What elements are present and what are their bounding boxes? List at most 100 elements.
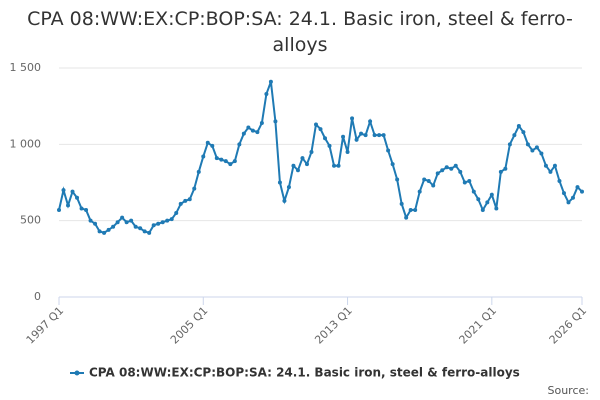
data-point <box>169 217 174 222</box>
data-point <box>507 142 512 147</box>
x-tick-label: 2005 Q1 <box>168 304 211 347</box>
data-point <box>210 143 215 148</box>
data-point <box>525 142 530 147</box>
data-point <box>449 166 454 171</box>
data-point <box>120 215 125 220</box>
data-point <box>404 215 409 220</box>
data-point <box>237 142 242 147</box>
data-point <box>408 207 413 212</box>
data-point <box>341 134 346 139</box>
data-point <box>66 203 71 208</box>
data-point <box>196 169 201 174</box>
y-tick-label: 1 000 <box>10 137 42 150</box>
data-point <box>102 230 107 235</box>
data-point <box>395 177 400 182</box>
data-point <box>205 140 210 145</box>
data-point <box>300 156 305 161</box>
data-point <box>440 168 445 173</box>
data-point <box>372 133 377 138</box>
data-point <box>476 197 481 202</box>
data-point <box>106 227 111 232</box>
data-point <box>79 206 84 211</box>
data-point <box>295 168 300 173</box>
data-point <box>426 178 431 183</box>
data-point <box>250 128 255 133</box>
data-point <box>57 207 61 212</box>
data-point <box>516 124 521 129</box>
data-point <box>552 163 557 168</box>
data-point <box>273 119 278 124</box>
data-point <box>332 163 337 168</box>
data-point <box>413 207 418 212</box>
series-line <box>58 81 583 235</box>
data-point <box>241 131 246 136</box>
data-point <box>214 156 219 161</box>
data-point <box>259 120 264 125</box>
data-point <box>178 201 183 206</box>
data-point <box>318 127 323 132</box>
data-point <box>575 185 580 190</box>
data-point <box>471 189 476 194</box>
data-point <box>350 116 355 121</box>
data-point <box>399 201 404 206</box>
data-point <box>115 220 120 225</box>
data-point <box>309 149 314 154</box>
data-point <box>480 207 485 212</box>
y-tick-label: 1 500 <box>10 61 42 74</box>
data-point <box>174 211 179 216</box>
data-point <box>183 198 188 203</box>
data-point <box>268 79 273 84</box>
data-point <box>129 218 134 223</box>
data-point <box>165 218 170 223</box>
data-point <box>498 169 503 174</box>
data-point <box>313 122 318 127</box>
data-point <box>61 188 66 193</box>
data-point <box>246 125 251 130</box>
data-point <box>534 145 539 150</box>
data-point <box>381 133 386 138</box>
data-point <box>70 189 75 194</box>
y-tick-label: 0 <box>34 290 41 303</box>
data-point <box>570 195 575 200</box>
data-point <box>494 206 499 211</box>
data-point <box>151 223 156 228</box>
data-point <box>336 163 341 168</box>
data-point <box>444 165 449 170</box>
data-point <box>435 171 440 176</box>
data-point <box>282 198 287 203</box>
data-point <box>561 191 566 196</box>
data-point <box>75 195 80 200</box>
data-point <box>566 200 571 205</box>
data-point <box>323 136 328 141</box>
data-point <box>363 133 368 138</box>
data-point <box>530 148 535 153</box>
data-point <box>160 220 165 225</box>
data-point <box>223 159 228 164</box>
data-point <box>453 163 458 168</box>
x-tick-label: 2026 Q1 <box>547 304 590 347</box>
data-point <box>264 91 269 96</box>
data-point <box>359 131 364 136</box>
data-point <box>458 169 463 174</box>
data-point <box>539 151 544 156</box>
data-point <box>354 137 359 142</box>
data-point <box>291 163 296 168</box>
data-point <box>557 178 562 183</box>
data-point <box>156 221 161 226</box>
data-point <box>97 229 102 234</box>
data-point <box>228 162 233 167</box>
data-point <box>548 169 553 174</box>
data-point <box>386 148 391 153</box>
data-point <box>503 166 508 171</box>
data-point <box>467 178 472 183</box>
data-point <box>219 157 224 162</box>
data-point <box>232 159 237 164</box>
data-point <box>543 163 548 168</box>
data-point <box>286 185 291 190</box>
data-point <box>512 133 517 138</box>
data-point <box>422 177 427 182</box>
data-point <box>345 149 350 154</box>
data-point <box>521 130 526 135</box>
